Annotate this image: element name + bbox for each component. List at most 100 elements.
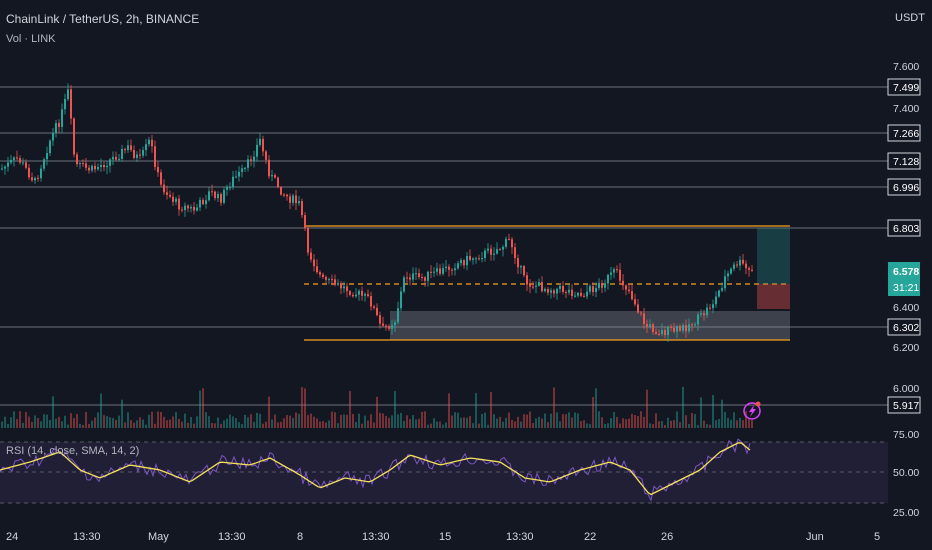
volume-bar: [232, 416, 234, 428]
volume-bar: [412, 415, 414, 428]
candle-body: [109, 159, 111, 166]
volume-bar: [715, 420, 717, 428]
volume-bar: [280, 421, 282, 428]
price-level-box: 6.302: [887, 318, 921, 336]
candle-body: [673, 327, 675, 332]
volume-bar: [124, 422, 126, 428]
symbol-title[interactable]: ChainLink / TetherUS, 2h, BINANCE: [6, 12, 200, 26]
candle-body: [262, 138, 264, 152]
candle-body: [430, 271, 432, 273]
candle-body: [610, 272, 612, 275]
volume-bar: [322, 421, 324, 428]
candle-body: [571, 289, 573, 296]
candle-body: [535, 285, 537, 287]
svg-text:6.803: 6.803: [893, 223, 919, 235]
candle-body: [511, 239, 513, 248]
volume-bar: [649, 423, 651, 428]
volume-bar: [742, 420, 744, 428]
candlesticks: [1, 83, 753, 343]
volume-bar: [223, 420, 225, 428]
alert-lightning-icon[interactable]: [743, 401, 761, 420]
candle-body: [46, 153, 48, 160]
volume-bar: [220, 423, 222, 428]
candle-body: [721, 288, 723, 291]
time-label: 15: [439, 531, 451, 543]
candle-body: [376, 307, 378, 316]
candle-body: [598, 282, 600, 288]
volume-bar: [655, 413, 657, 428]
volume-legend[interactable]: Vol · LINK: [6, 33, 56, 45]
candle-body: [388, 326, 390, 329]
candle-body: [157, 166, 159, 173]
svg-text:6.996: 6.996: [893, 182, 919, 194]
volume-bar: [19, 411, 21, 428]
candle-body: [268, 159, 270, 177]
volume-bar: [61, 421, 63, 428]
time-label: Jun: [806, 531, 824, 543]
candle-body: [502, 246, 504, 250]
candle-body: [7, 162, 9, 167]
volume-bar: [379, 412, 381, 428]
candle-body: [352, 294, 354, 297]
candle-body: [214, 191, 216, 199]
candle-body: [520, 266, 522, 268]
candle-body: [172, 196, 174, 202]
candle-body: [151, 139, 153, 147]
candle-body: [94, 165, 96, 170]
volume-bar: [91, 420, 93, 428]
volume-bar: [184, 413, 186, 428]
candle-body: [295, 195, 297, 204]
candle-body: [427, 271, 429, 281]
volume-bar: [499, 416, 501, 428]
volume-bar: [424, 411, 426, 428]
candle-body: [391, 325, 393, 329]
candle-body: [121, 149, 123, 159]
rsi-legend[interactable]: RSI (14, close, SMA, 14, 2): [6, 445, 140, 457]
volume-bar: [298, 413, 300, 428]
volume-bar: [70, 413, 72, 428]
volume-bar: [241, 424, 243, 428]
volume-bar: [157, 411, 159, 428]
volume-bar: [574, 412, 576, 428]
rsi-ma-line: [0, 442, 751, 496]
volume-bar: [592, 397, 594, 428]
candle-body: [238, 171, 240, 177]
volume-bar: [121, 399, 123, 428]
candle-body: [259, 138, 261, 145]
volume-bar: [193, 423, 195, 428]
volume-bar: [130, 420, 132, 428]
candle-body: [613, 269, 615, 273]
volume-bar: [445, 422, 447, 428]
candle-body: [325, 277, 327, 280]
volume-bar: [235, 418, 237, 428]
volume-bar: [433, 418, 435, 428]
volume-bar: [385, 416, 387, 428]
candle-body: [475, 258, 477, 260]
volume-bar: [364, 415, 366, 428]
candle-body: [424, 277, 426, 281]
volume-bar: [244, 414, 246, 428]
range-box[interactable]: [304, 225, 790, 341]
volume-bar: [430, 423, 432, 428]
volume-bar: [529, 411, 531, 428]
rsi-tick: 50.00: [893, 467, 919, 479]
volume-bar: [586, 423, 588, 428]
candle-body: [415, 273, 417, 275]
price-axis[interactable]: 7.600 7.400 6.400 6.200 6.000 7.499 7.26…: [887, 61, 921, 519]
candle-body: [328, 279, 330, 281]
currency-label[interactable]: USDT: [895, 12, 925, 24]
candle-body: [274, 175, 276, 178]
volume-bar: [76, 413, 78, 428]
time-axis[interactable]: 24 13:30 May 13:30 8 13:30 15 13:30 22 2…: [6, 531, 880, 543]
candle-body: [634, 299, 636, 305]
long-position-tool[interactable]: [757, 228, 790, 309]
volume-bar: [709, 424, 711, 428]
candle-body: [457, 263, 459, 269]
volume-bar: [253, 421, 255, 428]
time-label: 24: [6, 531, 18, 543]
volume-bar: [4, 416, 6, 428]
candle-body: [67, 89, 69, 100]
candle-body: [508, 238, 510, 240]
candle-body: [373, 306, 375, 308]
